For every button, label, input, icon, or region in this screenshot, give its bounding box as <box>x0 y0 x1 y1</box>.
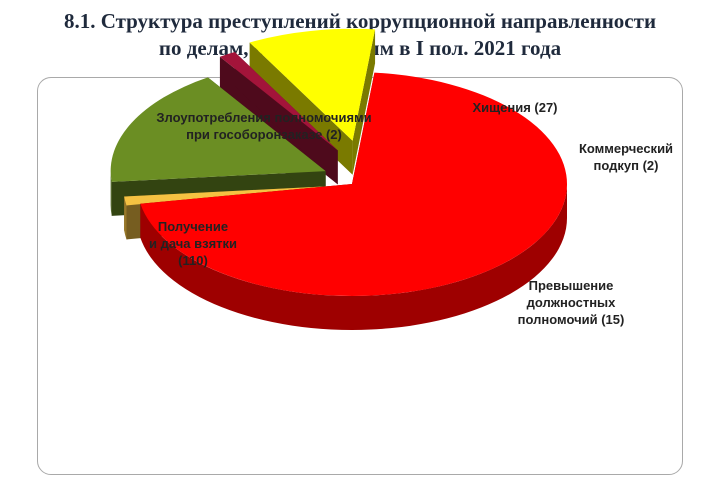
slice-label-4: Коммерческий подкуп (2) <box>579 141 673 173</box>
slice-label-1: Получение и дача взятки (110) <box>149 219 237 268</box>
slice-label-3: Хищения (27) <box>472 100 557 115</box>
pie-slice-1 <box>140 72 567 330</box>
slice-label-5: Превышение должностных полномочий (15) <box>518 278 625 327</box>
pie-slice-4 <box>219 52 338 185</box>
slice-label-2: Злоупотребления полномочиями при гособоро… <box>156 110 371 142</box>
